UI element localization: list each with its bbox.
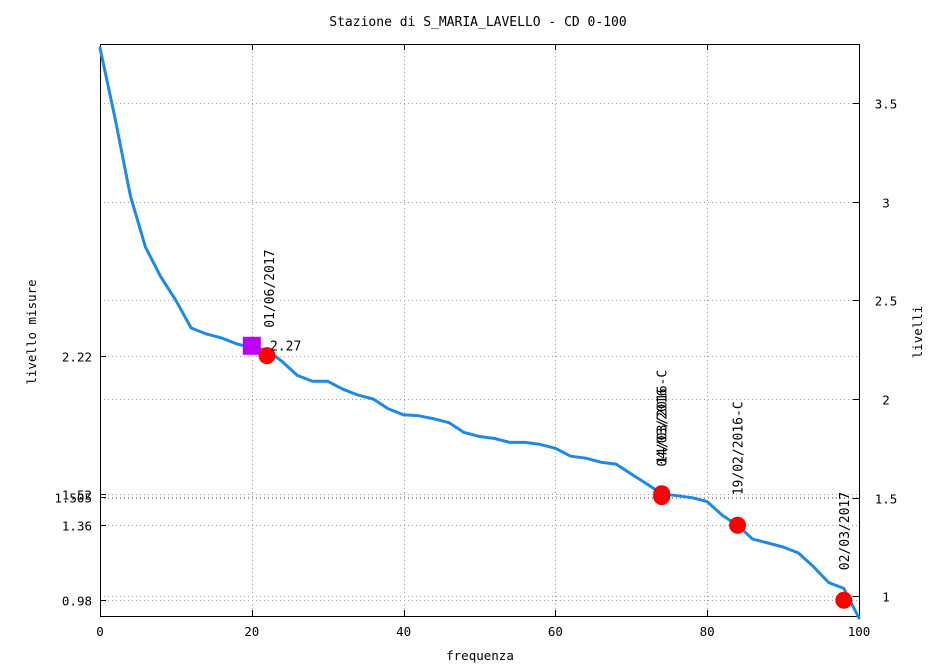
left-tick-label: 2.22 bbox=[62, 350, 92, 365]
square-marker bbox=[242, 336, 261, 355]
x-tick-label: 80 bbox=[700, 624, 715, 639]
right-tick-label: 1 bbox=[882, 590, 890, 605]
data-point-label: 04/03/2016 bbox=[656, 388, 671, 466]
data-point-label: 14/03/2016-C bbox=[656, 370, 671, 464]
right-tick-label: 2 bbox=[882, 393, 890, 408]
series-line bbox=[98, 46, 861, 620]
right-tick-label: 3.5 bbox=[875, 97, 898, 112]
x-tick-label: 60 bbox=[548, 624, 563, 639]
x-axis-label: frequenza bbox=[446, 648, 514, 663]
left-tick-label: 1.52 bbox=[62, 488, 92, 503]
left-tick-label: 0.98 bbox=[62, 594, 92, 609]
data-point-label: 2.27 bbox=[270, 340, 301, 355]
right-tick-label: 3 bbox=[882, 196, 890, 211]
y-axis-label-right: livelli bbox=[910, 306, 925, 359]
left-tick-label: 1.505 bbox=[54, 491, 92, 506]
x-tick-label: 20 bbox=[244, 624, 259, 639]
x-tick-label: 100 bbox=[848, 624, 871, 639]
data-point-marker bbox=[835, 591, 853, 609]
data-point-marker bbox=[258, 347, 276, 365]
x-tick-label: 0 bbox=[96, 624, 104, 639]
marker-layer: 01/06/2017 2.27 14/03/2016-C04/03/2016 19/0… bbox=[242, 249, 853, 609]
chart-title: Stazione di S_MARIA_LAVELLO - CD 0-100 bbox=[329, 15, 626, 30]
plot-border bbox=[100, 44, 860, 617]
data-point-label: 02/03/2017 bbox=[838, 492, 853, 570]
data-point-marker bbox=[729, 516, 747, 534]
data-point-label: 19/02/2016-C bbox=[732, 401, 747, 495]
square-marker-label: 01/06/2017 bbox=[263, 249, 278, 327]
plot-frame bbox=[100, 44, 860, 617]
x-tick-label: 40 bbox=[396, 624, 411, 639]
tick-layer: 0 20 40 60 80 10011.522.533.52.221.521.5051.3… bbox=[54, 44, 897, 639]
right-tick-label: 2.5 bbox=[875, 294, 898, 309]
series-layer bbox=[98, 46, 861, 620]
data-point-marker bbox=[653, 488, 671, 506]
right-tick-label: 1.5 bbox=[875, 492, 898, 507]
y-axis-label-left: livello misure bbox=[24, 279, 39, 384]
left-tick-label: 1.36 bbox=[62, 519, 92, 534]
